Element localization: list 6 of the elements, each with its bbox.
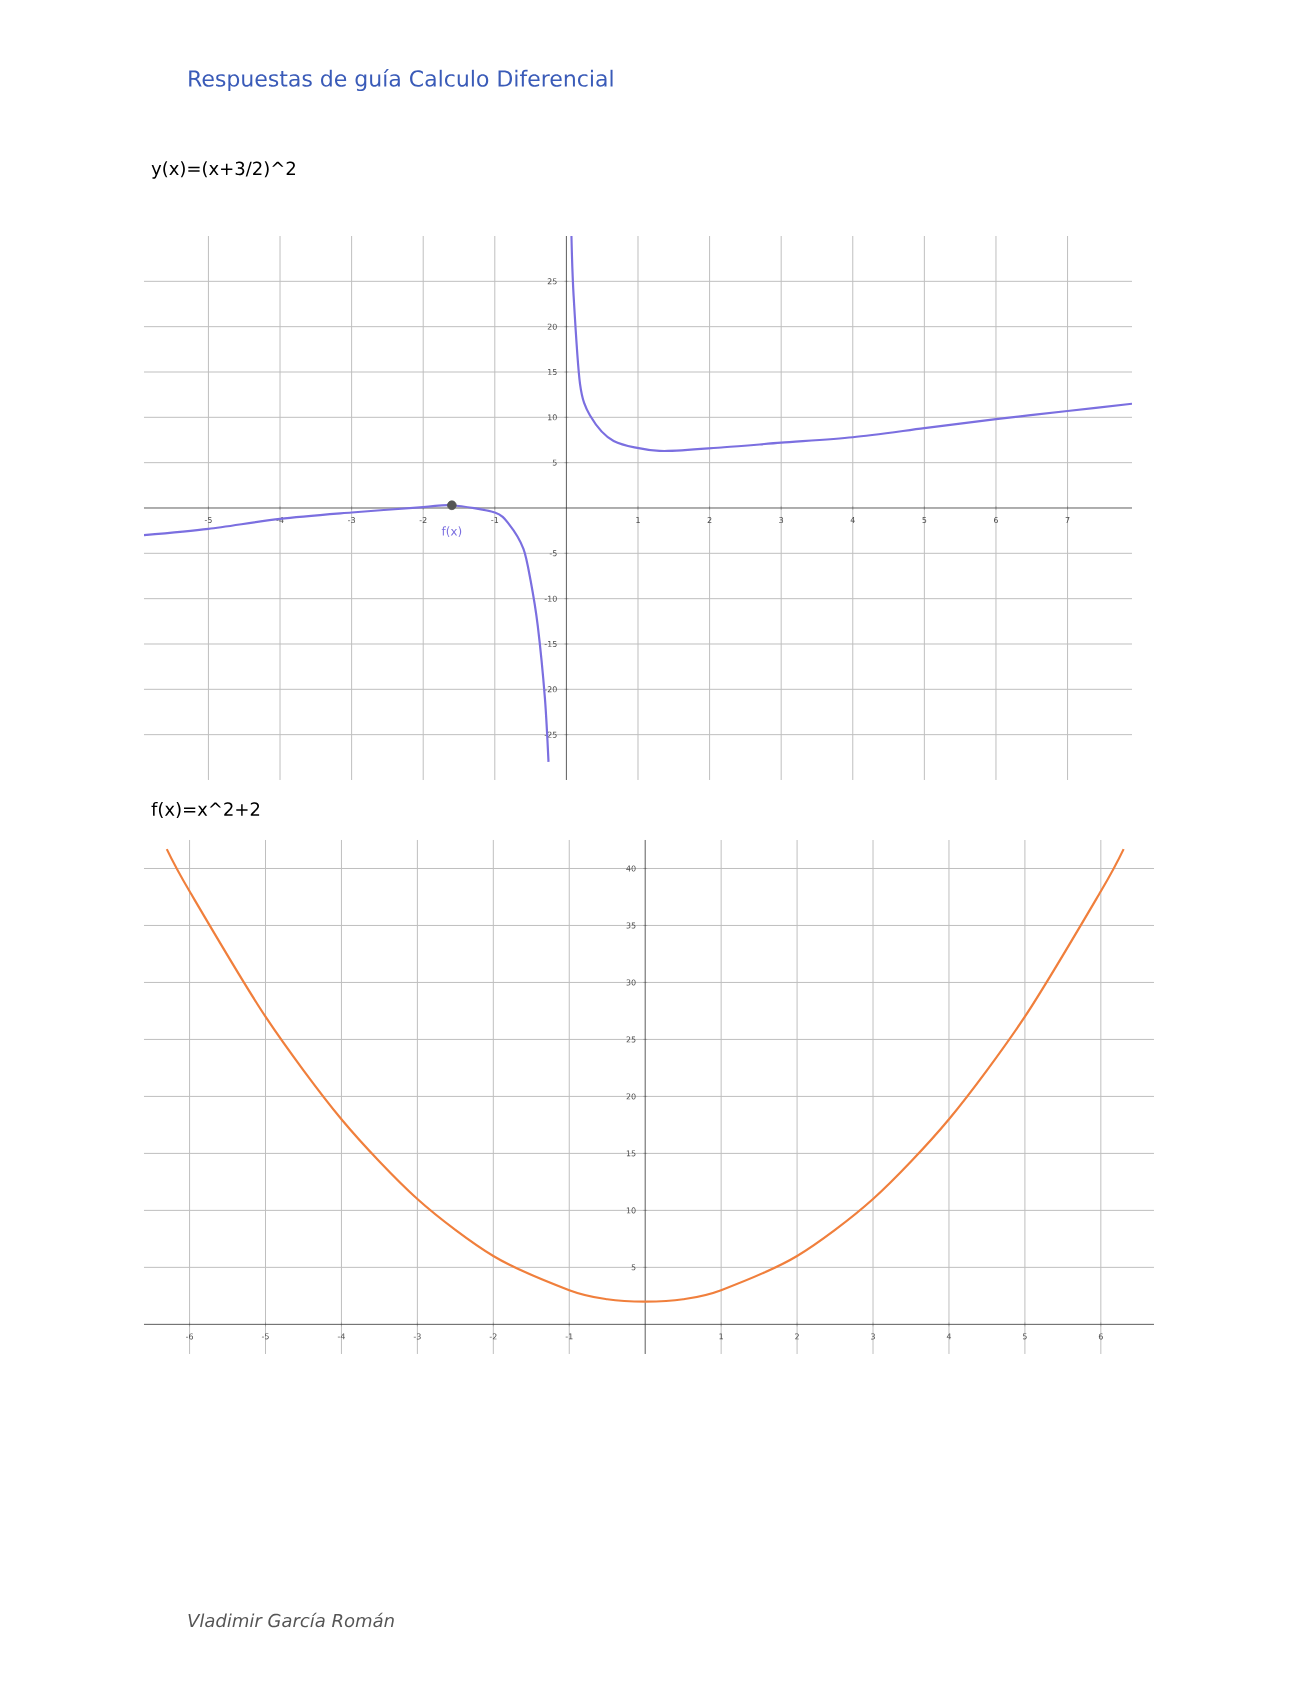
- text: Vladimir García Román: [188, 1612, 394, 1628]
- text: Respuestas de guía Calculo Diferencial: [189, 68, 613, 92]
- chart-title: f(x)=x^2+2: [151, 801, 260, 819]
- chart-title: y(x)=(x+3/2)^2: [151, 161, 295, 179]
- line-series: [570, 236, 1132, 453]
- line-series: [165, 848, 1125, 1303]
